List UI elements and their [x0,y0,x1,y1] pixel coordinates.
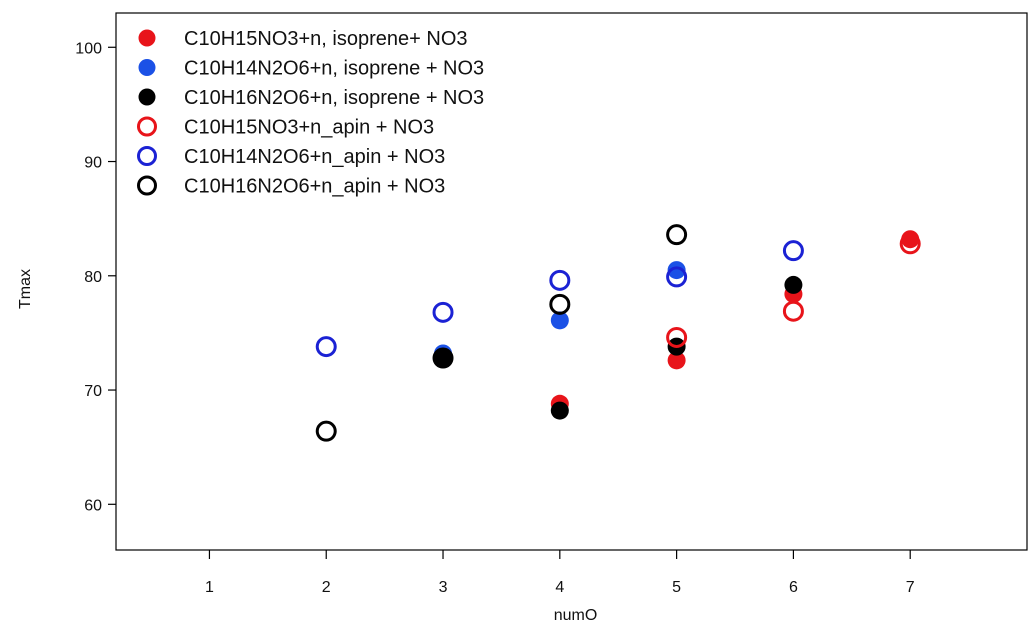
x-tick-label: 2 [322,579,331,596]
x-axis-title: numO [554,607,598,624]
x-tick-label: 3 [439,579,448,596]
plot-border [115,12,1028,551]
legend-label: C10H16N2O6+n_apin + NO3 [184,176,445,198]
y-tick-label: 70 [84,383,102,400]
data-point [784,275,803,294]
data-point [666,224,688,246]
y-tick-label: 90 [84,155,102,172]
legend-marker [137,175,157,196]
x-tick-label: 6 [789,579,798,596]
legend-label: C10H14N2O6+n_apin + NO3 [184,146,445,168]
x-tick-label: 1 [205,579,214,596]
data-point [315,420,337,442]
data-point [667,261,686,280]
data-point [550,401,569,420]
data-point [315,336,337,358]
y-tick-label: 60 [84,497,102,514]
x-tick-label: 7 [906,579,915,596]
data-point [667,351,686,370]
data-point [782,240,804,262]
legend: C10H15NO3+n, isoprene+ NO3 C10H14N2O6+n, … [137,28,484,198]
legend-marker [138,59,156,76]
data-point [549,293,571,315]
y-axis-title: Tmax [17,269,34,309]
legend-label: C10H16N2O6+n, isoprene + NO3 [184,87,484,109]
legend-marker [137,116,157,137]
x-tick-label: 4 [555,579,564,596]
y-tick-label: 100 [75,40,102,57]
data-points [315,224,921,442]
data-point [666,266,688,288]
plot-frame [115,12,1028,551]
y-axis: 60 70 80 90 100 [75,40,116,514]
legend-label: C10H14N2O6+n, isoprene + NO3 [184,58,484,80]
legend-label: C10H15NO3+n, isoprene+ NO3 [184,28,468,50]
legend-label: C10H15NO3+n_apin + NO3 [184,117,434,139]
legend-marker [138,88,156,106]
data-point [434,347,453,366]
data-point [782,300,804,322]
y-tick-label: 80 [84,269,102,286]
data-point [432,347,454,369]
legend-marker [137,146,157,166]
legend-marker [138,29,156,47]
data-point [666,326,688,348]
x-tick-label: 5 [672,579,681,596]
data-point [550,311,569,330]
data-point [899,233,921,255]
x-axis: 1 2 3 4 5 6 7 [205,550,915,596]
data-point [432,301,454,323]
data-point [549,269,571,291]
